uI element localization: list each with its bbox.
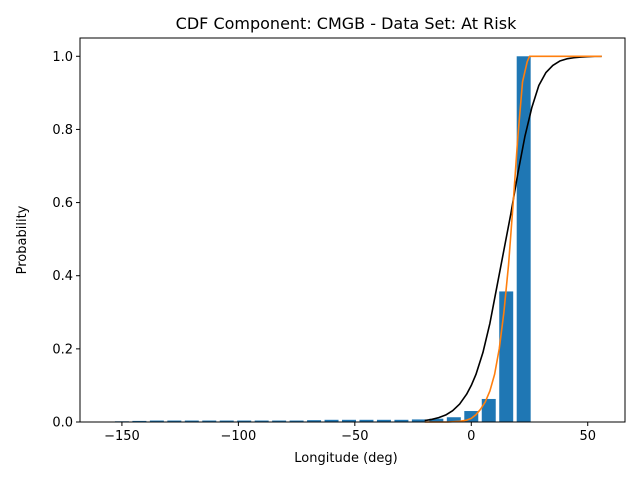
bar — [499, 291, 514, 422]
bar — [219, 420, 234, 422]
bar — [149, 420, 164, 422]
plot-frame — [79, 37, 626, 423]
x-tick-label: 0 — [467, 429, 475, 444]
bar — [376, 419, 391, 422]
y-tick-label: 0.2 — [52, 342, 73, 357]
bar — [446, 417, 461, 422]
bar — [307, 420, 322, 422]
chart-title: CDF Component: CMGB - Data Set: At Risk — [176, 14, 517, 33]
bar — [289, 420, 304, 422]
y-axis-label: Probability — [15, 205, 30, 274]
y-tick-label: 0.4 — [52, 269, 73, 284]
bar — [464, 411, 479, 422]
x-axis-label: Longitude (deg) — [294, 451, 397, 466]
lines-layer — [424, 55, 602, 423]
bar — [237, 420, 252, 422]
bar — [254, 420, 269, 422]
x-tick-label: −150 — [104, 429, 140, 444]
bar — [411, 419, 426, 422]
y-tick-label: 0.8 — [52, 123, 73, 138]
bar — [272, 420, 287, 422]
bar — [394, 419, 409, 422]
ticks-layer: −150 −100 −50 0 50 0.0 0.2 0.4 0.6 0.8 1.0 — [52, 50, 596, 444]
bar — [342, 419, 356, 422]
bar — [516, 56, 531, 423]
x-tick-label: −100 — [221, 429, 257, 444]
bar — [324, 419, 339, 422]
bar — [481, 398, 496, 422]
series-line-2 — [424, 55, 602, 423]
bar — [202, 420, 217, 422]
bar — [132, 420, 147, 422]
y-tick-label: 0.0 — [52, 416, 73, 431]
series-line-1 — [424, 55, 602, 422]
x-tick-label: 50 — [579, 429, 596, 444]
x-tick-label: −50 — [341, 429, 368, 444]
y-tick-label: 0.6 — [52, 196, 73, 211]
bars-layer — [97, 56, 531, 423]
bar — [184, 420, 199, 422]
y-tick-label: 1.0 — [52, 50, 73, 65]
bar — [359, 419, 374, 422]
bar — [429, 418, 444, 422]
bar — [167, 420, 182, 422]
